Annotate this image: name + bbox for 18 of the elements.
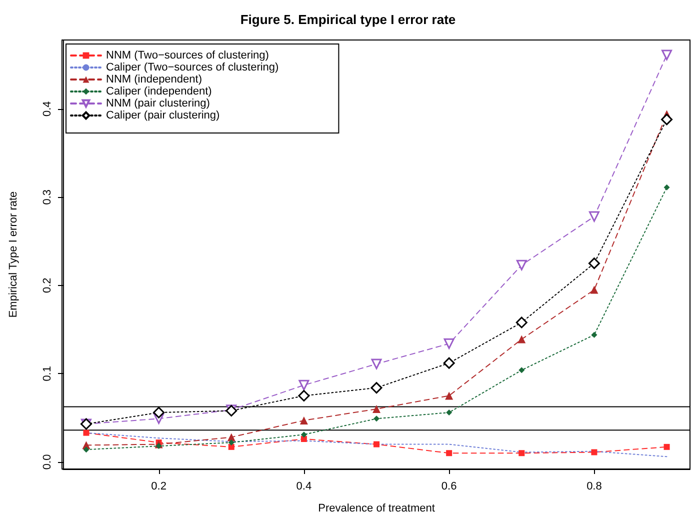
legend-label: NNM (independent) — [106, 74, 202, 86]
legend-label: NNM (Two−sources of clustering) — [106, 50, 269, 62]
y-axis-title: Empirical Type I error rate — [8, 191, 20, 318]
x-tick-label: 0.8 — [586, 480, 602, 492]
legend-label: Caliper (independent) — [106, 86, 212, 98]
x-tick-label: 0.4 — [296, 480, 312, 492]
legend-label: Caliper (Two−sources of clustering) — [106, 62, 279, 74]
y-tick-label: 0.1 — [42, 366, 54, 382]
x-axis-title: Prevalence of treatment — [318, 502, 435, 514]
y-tick-label: 0.2 — [42, 278, 54, 294]
y-tick-label: 0.0 — [42, 454, 54, 470]
legend-label: Caliper (pair clustering) — [106, 110, 220, 122]
y-tick-label: 0.4 — [42, 101, 54, 116]
y-tick-label: 0.3 — [42, 189, 54, 205]
x-tick-label: 0.6 — [441, 480, 457, 492]
legend-label: NNM (pair clustering) — [106, 98, 210, 110]
chart-title: Figure 5. Empirical type I error rate — [240, 12, 456, 27]
x-tick-label: 0.2 — [151, 480, 166, 492]
